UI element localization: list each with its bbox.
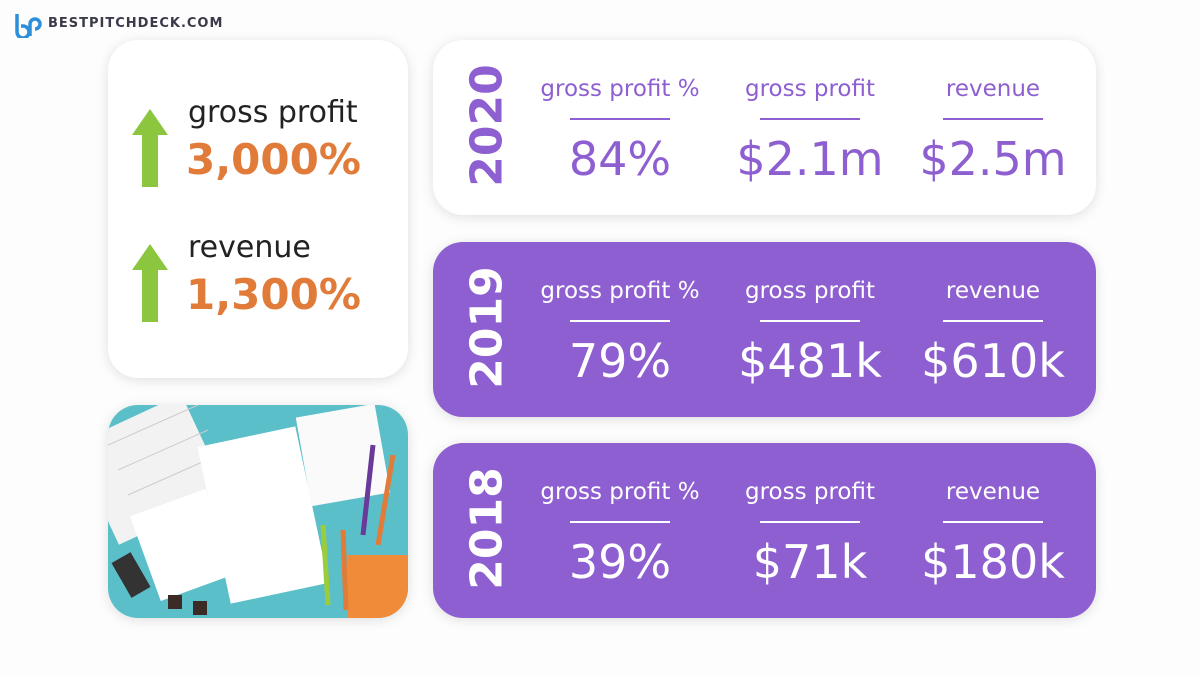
metric-value: $481k: [738, 334, 882, 388]
metric-label: gross profit: [744, 76, 876, 102]
metric-label: gross profit %: [540, 76, 700, 102]
metric-divider: [760, 118, 860, 120]
metric-value: 84%: [568, 132, 672, 186]
metric-value: $2.1m: [736, 132, 884, 186]
metric-divider: [943, 521, 1043, 523]
year-card: [433, 40, 1096, 215]
metric-divider: [570, 118, 670, 120]
metric-divider: [570, 521, 670, 523]
highlight-label: revenue: [188, 230, 311, 265]
logo-text: BESTPITCHDECK.COM: [48, 16, 224, 31]
highlights-card: [108, 40, 408, 378]
metric-divider: [943, 320, 1043, 322]
metric-value: $610k: [921, 334, 1065, 388]
highlight-value: 1,300%: [186, 270, 361, 319]
highlight-label: gross profit: [188, 95, 358, 130]
metric-value: $180k: [921, 535, 1065, 589]
metric-label: revenue: [945, 479, 1041, 505]
logo-icon: [15, 14, 42, 38]
up-arrow: [132, 244, 168, 322]
year-label: 2019: [461, 266, 513, 389]
metric-label: revenue: [945, 76, 1041, 102]
metric-divider: [760, 320, 860, 322]
highlight-value: 3,000%: [186, 135, 361, 184]
metric-label: gross profit: [744, 278, 876, 304]
metric-divider: [570, 320, 670, 322]
year-card: [433, 443, 1096, 618]
year-label: 2020: [461, 64, 513, 187]
metric-divider: [943, 118, 1043, 120]
photo-card: [108, 405, 408, 618]
metric-label: gross profit: [744, 479, 876, 505]
year-card: [433, 242, 1096, 417]
metric-value: 39%: [568, 535, 672, 589]
metric-value: 79%: [568, 334, 672, 388]
metric-label: revenue: [945, 278, 1041, 304]
metric-label: gross profit %: [540, 278, 700, 304]
photo: [108, 405, 408, 618]
up-arrow: [132, 109, 168, 187]
metric-divider: [760, 521, 860, 523]
metric-label: gross profit %: [540, 479, 700, 505]
metric-value: $71k: [752, 535, 868, 589]
year-label: 2018: [461, 467, 513, 590]
metric-value: $2.5m: [919, 132, 1067, 186]
